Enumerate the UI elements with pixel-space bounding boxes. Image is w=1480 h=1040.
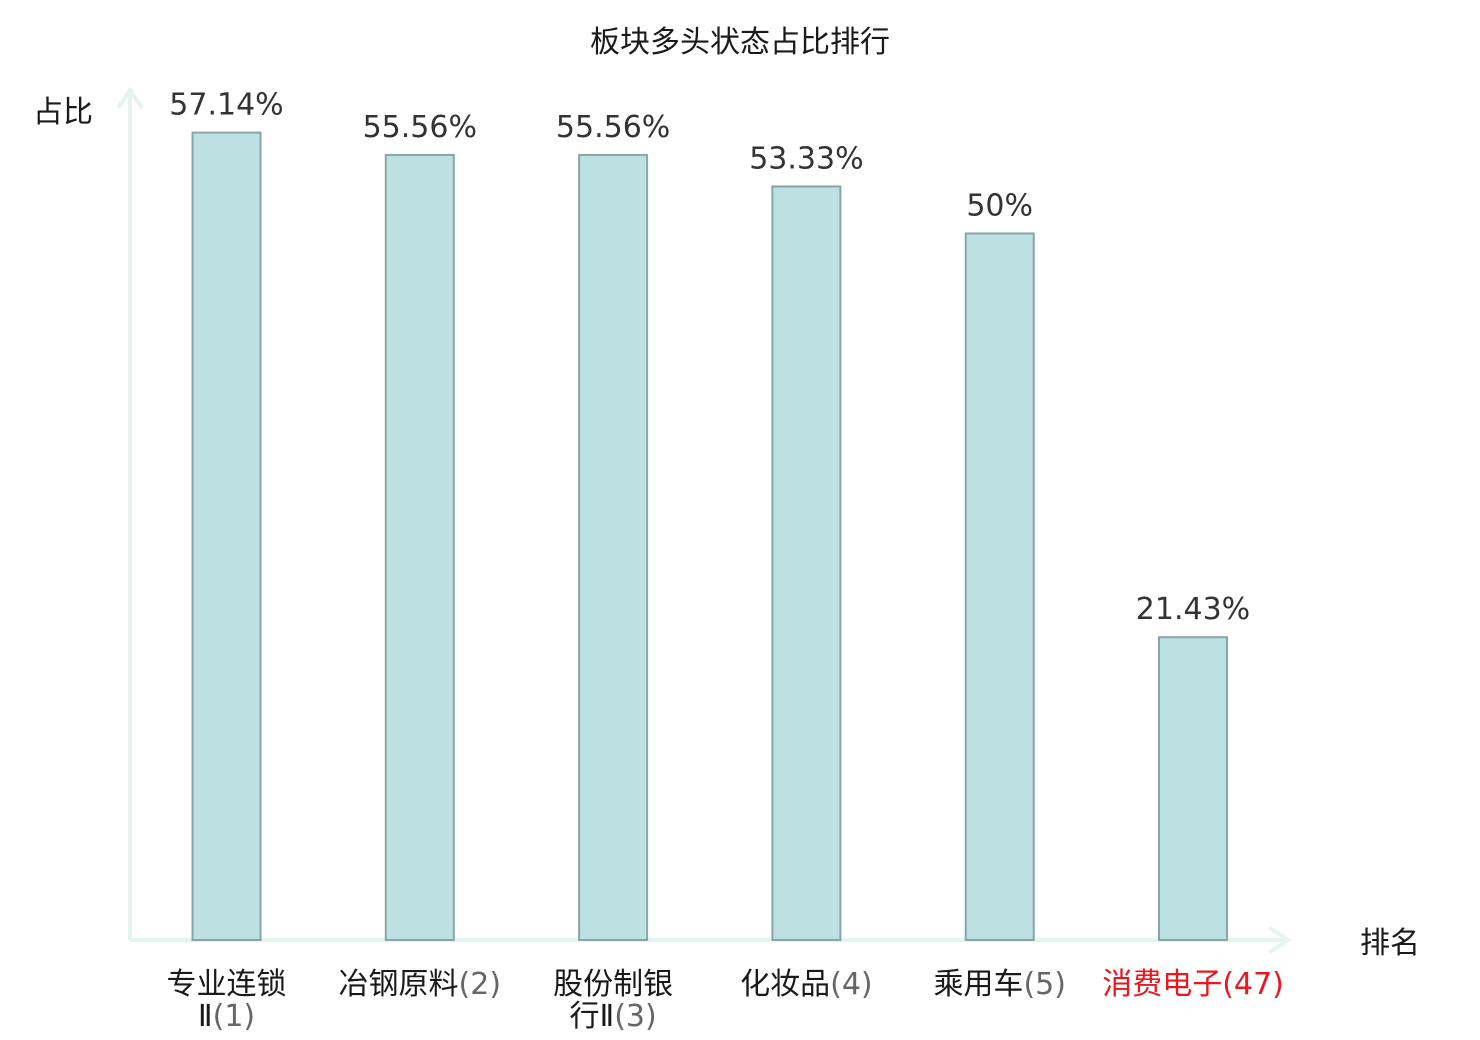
- x-axis-label: 排名: [1360, 926, 1420, 961]
- category-tick-label: 行Ⅱ(3): [569, 999, 656, 1034]
- bar-value-label: 57.14%: [169, 88, 283, 123]
- bar-value-label: 53.33%: [749, 141, 863, 176]
- bar: [1158, 636, 1228, 941]
- category-tick-label: Ⅱ(1): [198, 999, 255, 1034]
- category-tick-label: 专业连锁: [167, 967, 287, 1002]
- category-tick-label: 消费电子(47): [1102, 967, 1284, 1002]
- bar-value-label: 55.56%: [363, 110, 477, 145]
- category-tick-label: 乘用车(5): [933, 967, 1065, 1002]
- bar: [964, 232, 1035, 941]
- bar: [384, 153, 455, 941]
- chart-title: 板块多头状态占比排行: [590, 25, 890, 60]
- bars-layer: 57.14% 55.56% 55.56% 53.33% 50% 21.43%: [169, 88, 1250, 942]
- bar-value-label: 55.56%: [556, 110, 670, 145]
- bar: [191, 131, 262, 941]
- bar: [771, 185, 842, 942]
- bar-value-label: 21.43%: [1136, 592, 1250, 627]
- bar-value-label: 50%: [966, 189, 1033, 224]
- category-tick-label: 化妆品(4): [740, 967, 873, 1002]
- x-axis-arrow-icon: [1268, 926, 1292, 954]
- category-tick-label: 股份制银: [553, 967, 673, 1002]
- category-tick-label: 冶钢原料(2): [339, 967, 502, 1002]
- y-axis-label: 占比: [33, 95, 93, 130]
- y-axis-arrow-icon: [116, 86, 144, 110]
- bar: [578, 153, 649, 941]
